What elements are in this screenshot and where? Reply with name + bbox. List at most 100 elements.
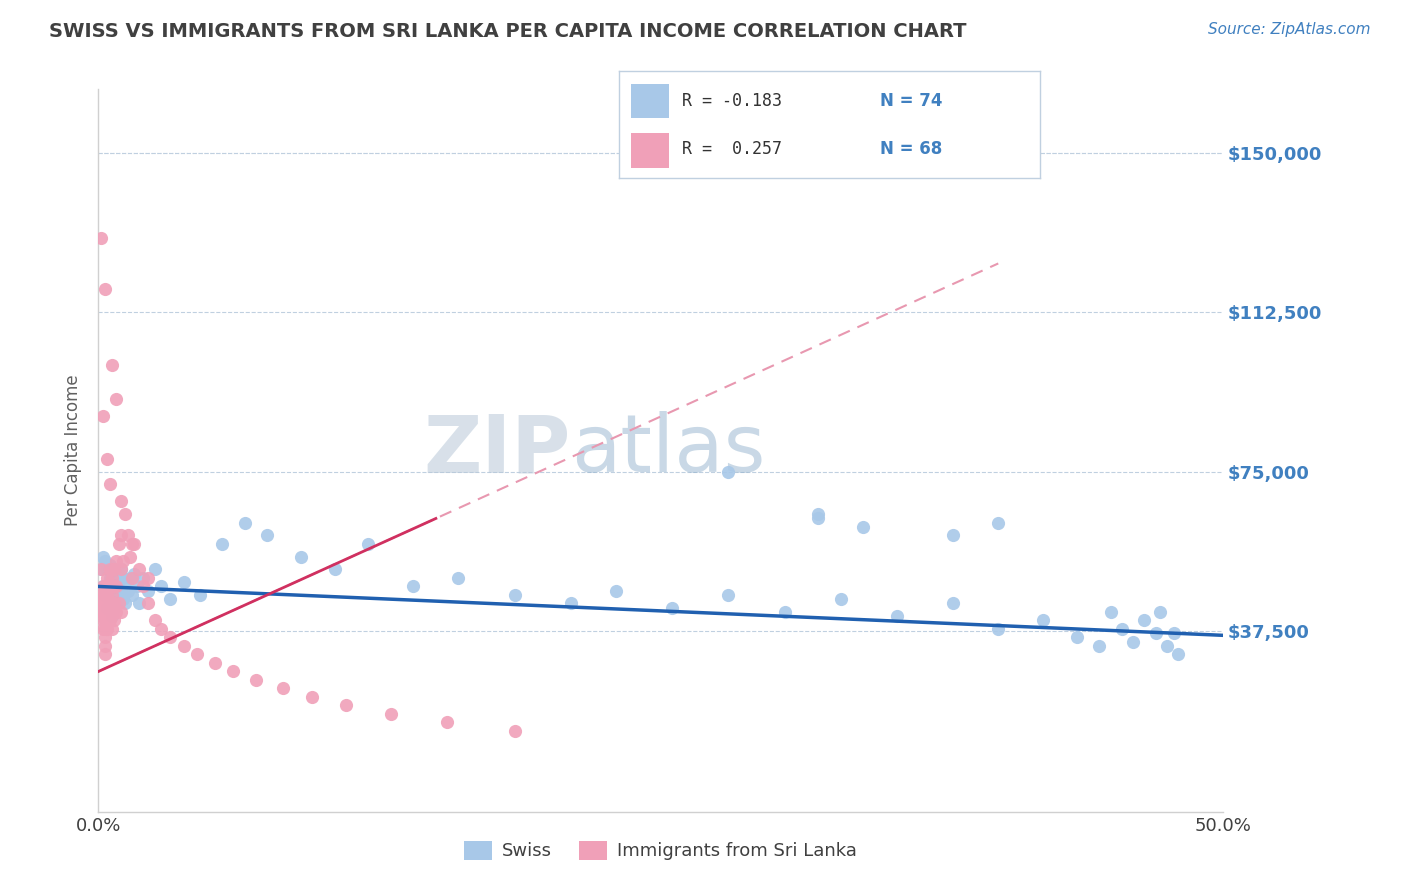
Point <box>121 571 143 585</box>
Point <box>103 600 125 615</box>
Point <box>173 575 195 590</box>
Point <box>94 588 117 602</box>
Point <box>112 554 135 568</box>
Point <box>173 639 195 653</box>
Point <box>107 597 129 611</box>
Point <box>1144 626 1167 640</box>
Text: atlas: atlas <box>571 411 765 490</box>
Point <box>91 614 114 628</box>
Point <box>245 673 267 687</box>
Point <box>96 605 118 619</box>
Point <box>96 597 118 611</box>
Point <box>121 537 143 551</box>
Point <box>436 715 458 730</box>
Point <box>1032 614 1054 628</box>
Point <box>1111 622 1133 636</box>
Point <box>447 571 470 585</box>
Point <box>94 639 117 653</box>
Point <box>98 571 121 585</box>
Point <box>103 562 125 576</box>
FancyBboxPatch shape <box>631 134 669 168</box>
Point <box>335 698 357 713</box>
Point <box>503 588 526 602</box>
Point <box>852 520 875 534</box>
Point <box>105 571 128 585</box>
Point <box>110 583 132 598</box>
Point <box>114 507 136 521</box>
Point <box>103 562 125 576</box>
Text: SWISS VS IMMIGRANTS FROM SRI LANKA PER CAPITA INCOME CORRELATION CHART: SWISS VS IMMIGRANTS FROM SRI LANKA PER C… <box>49 22 967 41</box>
Point <box>94 282 117 296</box>
Text: Source: ZipAtlas.com: Source: ZipAtlas.com <box>1208 22 1371 37</box>
Point <box>830 592 852 607</box>
Point <box>717 588 740 602</box>
Point <box>987 622 1010 636</box>
Point <box>98 579 121 593</box>
Point <box>143 562 166 576</box>
Point <box>110 528 132 542</box>
Point <box>94 622 117 636</box>
Point <box>204 656 226 670</box>
FancyBboxPatch shape <box>631 84 669 119</box>
Point <box>96 614 118 628</box>
Point <box>105 392 128 407</box>
Point <box>96 579 118 593</box>
Point <box>94 597 117 611</box>
Point <box>94 648 117 662</box>
Point <box>101 359 124 373</box>
Point <box>112 571 135 585</box>
Point <box>96 571 118 585</box>
Point <box>271 681 294 696</box>
Point <box>128 562 150 576</box>
Point <box>117 583 139 598</box>
Point <box>105 597 128 611</box>
Point <box>91 579 114 593</box>
Point <box>987 516 1010 530</box>
Point <box>942 528 965 542</box>
Point <box>136 571 159 585</box>
Point <box>94 605 117 619</box>
Point <box>94 588 117 602</box>
Legend: Swiss, Immigrants from Sri Lanka: Swiss, Immigrants from Sri Lanka <box>457 834 865 868</box>
Point <box>101 597 124 611</box>
Point <box>101 622 124 636</box>
Point <box>112 592 135 607</box>
Point <box>94 554 117 568</box>
Point <box>94 631 117 645</box>
Point <box>98 597 121 611</box>
Point <box>101 588 124 602</box>
Point <box>103 597 125 611</box>
Point <box>150 622 173 636</box>
Point <box>560 597 582 611</box>
Point <box>124 537 146 551</box>
Point <box>301 690 323 704</box>
Point <box>96 622 118 636</box>
Point <box>107 566 129 581</box>
Point <box>101 566 124 581</box>
Point <box>121 588 143 602</box>
Point <box>105 554 128 568</box>
Point <box>717 465 740 479</box>
Point <box>101 609 124 624</box>
Text: ZIP: ZIP <box>423 411 571 490</box>
Point <box>661 600 683 615</box>
Point <box>110 562 132 576</box>
Point <box>503 723 526 738</box>
Point <box>186 648 208 662</box>
Point <box>98 597 121 611</box>
Point <box>103 579 125 593</box>
Point <box>101 571 124 585</box>
Y-axis label: Per Capita Income: Per Capita Income <box>65 375 83 526</box>
Point <box>1066 631 1088 645</box>
Point <box>118 549 141 564</box>
Point <box>91 588 114 602</box>
Point <box>90 231 112 245</box>
Point <box>90 597 112 611</box>
Point <box>233 516 256 530</box>
Point <box>114 597 136 611</box>
Point <box>91 622 114 636</box>
Point <box>1088 639 1111 653</box>
Point <box>143 614 166 628</box>
Point <box>98 614 121 628</box>
Text: N = 74: N = 74 <box>880 93 942 111</box>
